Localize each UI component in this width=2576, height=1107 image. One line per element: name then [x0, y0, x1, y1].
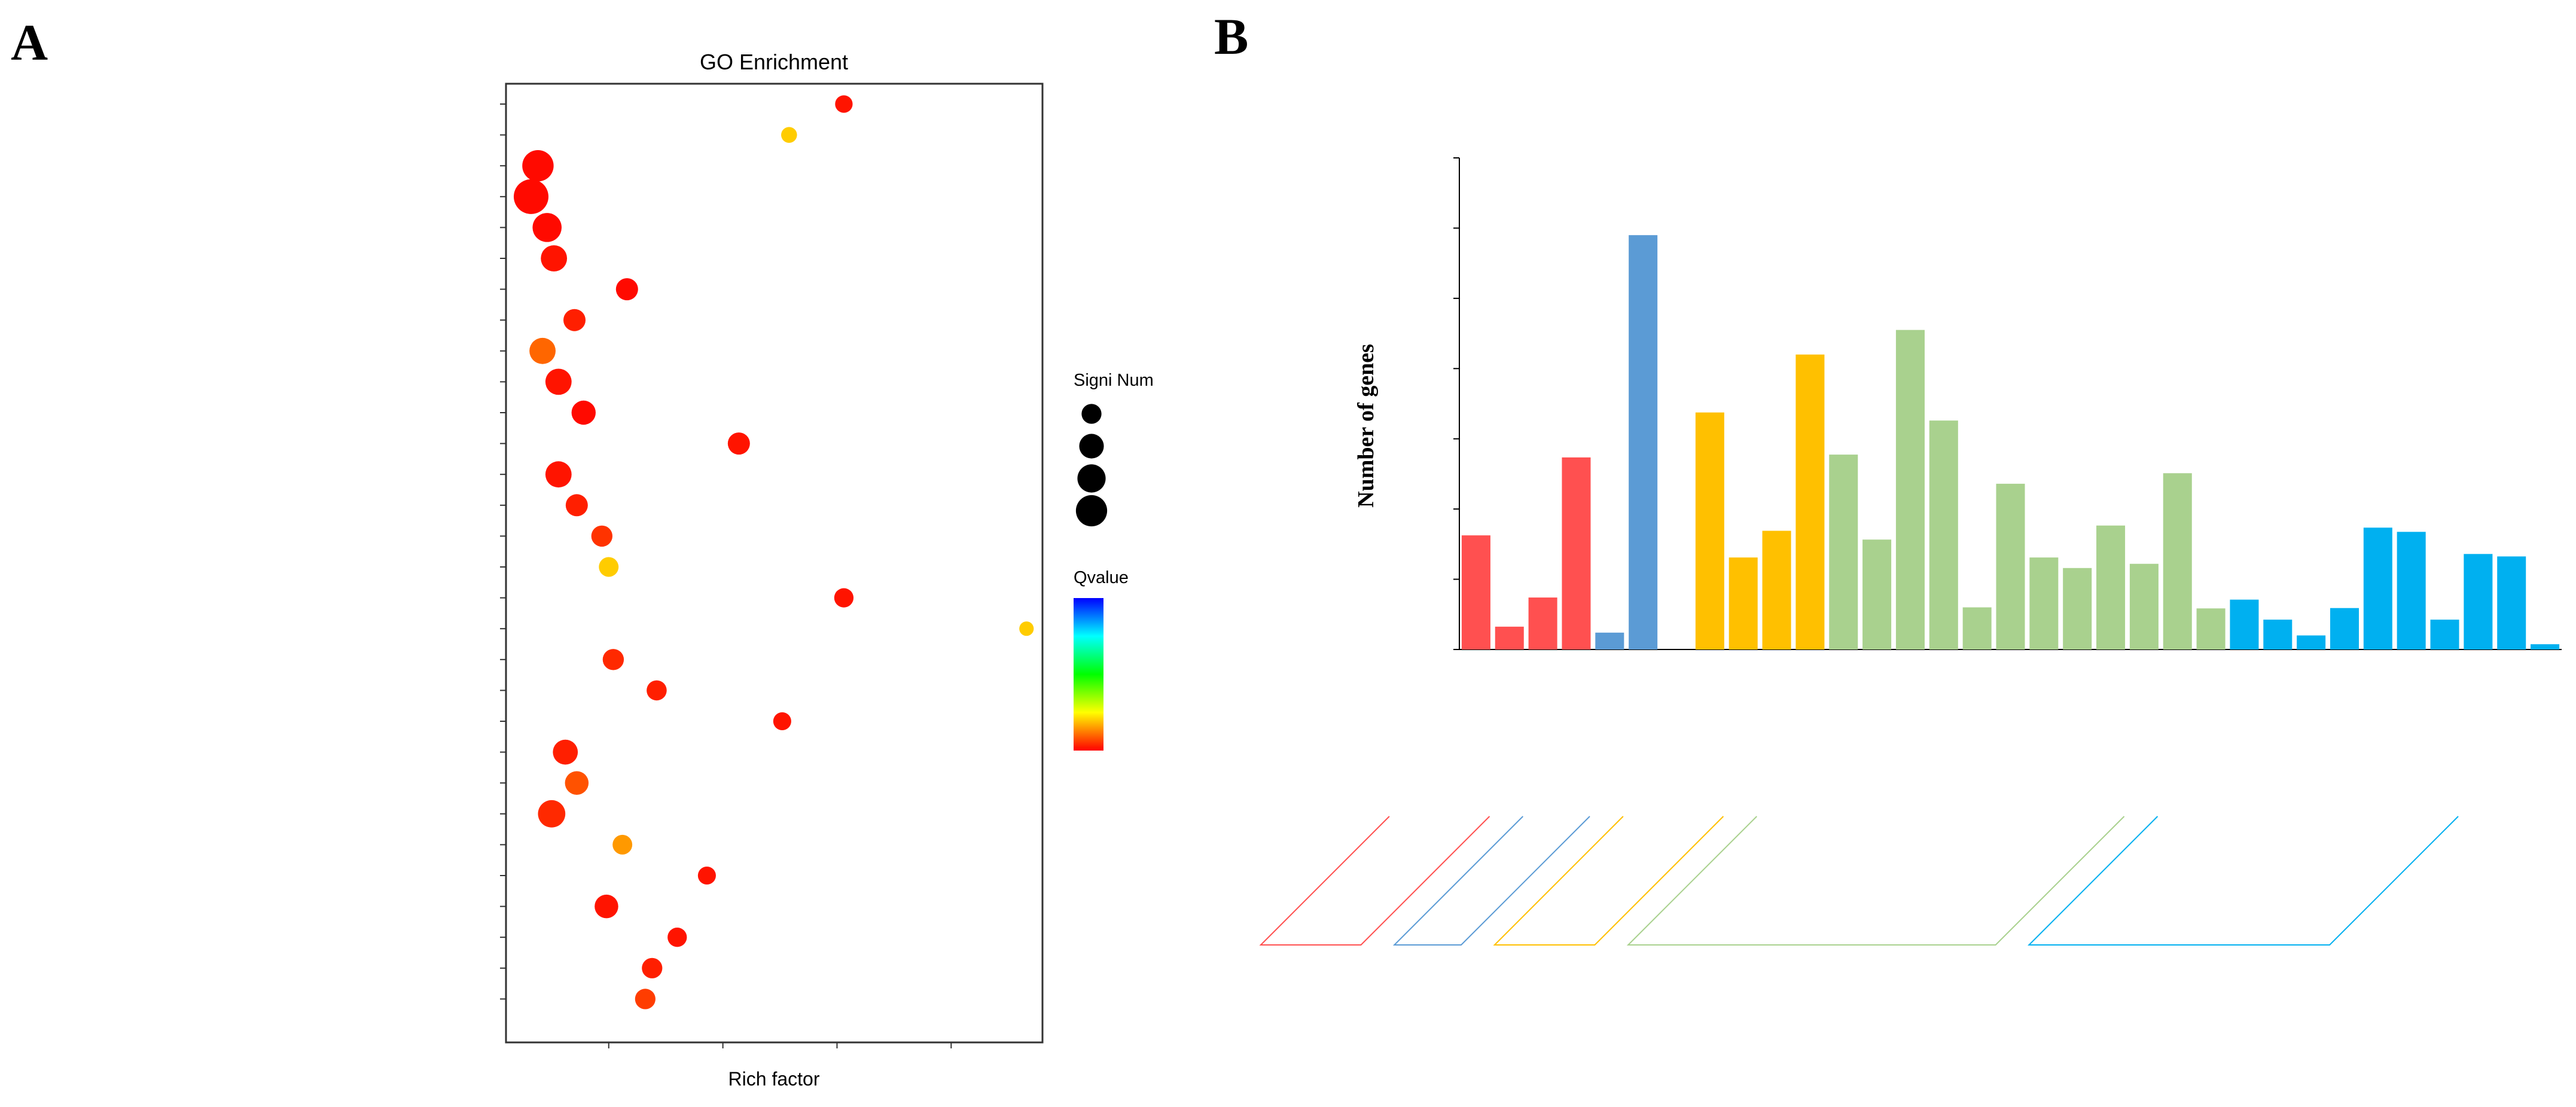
data-point — [781, 127, 797, 143]
bar — [1629, 235, 1658, 650]
bar — [2196, 608, 2226, 649]
size-legend-dot — [1075, 495, 1108, 527]
data-point — [612, 834, 633, 855]
data-point — [602, 649, 624, 670]
data-point — [541, 245, 568, 272]
data-point — [727, 432, 750, 455]
bar — [2063, 568, 2092, 649]
bar — [1495, 626, 1524, 649]
plot-area — [505, 83, 1044, 1044]
bar — [1528, 597, 1557, 649]
bar — [2330, 608, 2359, 649]
size-legend-dot — [1081, 404, 1102, 424]
bar — [2531, 644, 2560, 649]
data-point — [599, 557, 619, 577]
bar — [2163, 473, 2192, 649]
data-point — [635, 989, 656, 1010]
color-legend: Qvalue — [1074, 568, 1129, 751]
data-point — [1019, 621, 1034, 636]
color-legend-title: Qvalue — [1074, 568, 1129, 587]
bar — [1461, 535, 1490, 649]
bar — [1829, 455, 1858, 649]
group-bracket — [1626, 816, 2125, 946]
size-legend-title: Signi Num — [1074, 371, 1154, 390]
bar — [2129, 563, 2159, 649]
bar — [1562, 457, 1591, 649]
bar — [1695, 412, 1724, 649]
bar — [2230, 599, 2259, 649]
bar — [2363, 527, 2392, 649]
bar — [1728, 557, 1758, 649]
data-point — [565, 771, 589, 795]
bar — [2397, 532, 2426, 649]
data-point — [563, 309, 586, 331]
qvalue-colorbar — [1074, 598, 1103, 751]
data-point — [545, 461, 572, 488]
bar — [1996, 483, 2025, 649]
data-point — [615, 278, 638, 301]
data-point — [529, 337, 556, 364]
size-legend-dot — [1077, 464, 1106, 493]
pathway-bar-chart: Number of genes — [1259, 157, 2562, 946]
group-bracket — [1392, 816, 1590, 946]
data-point — [642, 957, 663, 978]
data-point — [595, 894, 618, 919]
data-point — [538, 800, 566, 828]
data-point — [773, 712, 791, 731]
bar — [2430, 620, 2459, 649]
size-legend: Signi Num — [1074, 371, 1154, 527]
data-point — [565, 494, 588, 517]
bar — [1762, 530, 1791, 649]
y-axis-label: Number of genes — [1353, 344, 1379, 508]
group-bracket — [1259, 816, 1490, 946]
data-point — [532, 213, 562, 242]
panel-a-label: A — [11, 14, 48, 71]
data-point — [545, 368, 572, 395]
bar — [2464, 554, 2493, 649]
data-point — [834, 588, 854, 608]
data-point — [697, 866, 716, 885]
bar — [1595, 632, 1624, 649]
bar — [2297, 635, 2326, 649]
bar — [2096, 525, 2126, 649]
bar — [2497, 556, 2526, 649]
data-point — [553, 739, 578, 765]
panel-b-label: B — [1214, 8, 1248, 65]
size-legend-dot — [1079, 434, 1104, 459]
data-point — [667, 928, 687, 947]
data-point — [571, 400, 596, 425]
group-bracket — [1493, 816, 1724, 946]
bar — [2029, 557, 2059, 649]
data-point — [522, 150, 554, 182]
x-axis-label: Rich factor — [728, 1068, 820, 1090]
bar — [2263, 620, 2293, 649]
data-point — [835, 95, 853, 113]
go-enrichment-chart: GO Enrichment Rich factor Signi Num Qval… — [500, 50, 1154, 1090]
data-point — [591, 525, 613, 547]
bar — [1962, 607, 1992, 649]
data-point — [513, 179, 549, 214]
bar — [1929, 420, 1958, 649]
bar — [1895, 330, 1925, 649]
bar — [1795, 354, 1825, 649]
data-point — [647, 680, 667, 701]
bar — [1862, 539, 1892, 649]
chart-title: GO Enrichment — [700, 50, 848, 74]
group-bracket — [2028, 816, 2459, 946]
